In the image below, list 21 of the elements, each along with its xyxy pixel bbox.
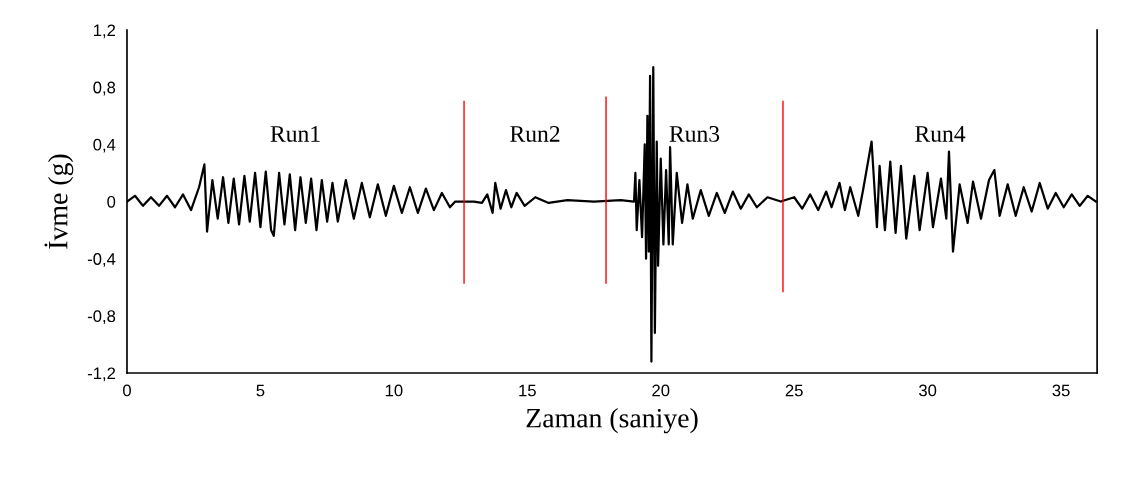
y-tick-label: 0 — [107, 195, 116, 208]
annotation: Run4 — [915, 126, 966, 142]
y-tick-label: 1,2 — [93, 24, 116, 39]
x-tick-label: 35 — [1052, 384, 1070, 397]
y-tick-label: -0,8 — [87, 310, 116, 325]
x-tick-label: 15 — [519, 384, 536, 397]
annotation: Run2 — [510, 126, 560, 142]
x-axis-title: Zaman (saniye) — [526, 407, 698, 434]
y-axis-title: İvme (g) — [44, 154, 74, 249]
x-tick-label: 0 — [123, 384, 131, 397]
y-tick-label: 0,8 — [93, 81, 116, 96]
y-tick-label: -1,2 — [87, 367, 116, 382]
x-tick-label: 20 — [652, 384, 670, 397]
x-tick-label: 30 — [918, 384, 937, 397]
y-tick-label: 0,4 — [93, 138, 116, 153]
x-tick-label: 25 — [785, 384, 803, 397]
x-tick-label: 10 — [385, 384, 403, 397]
y-tick-label: -0,4 — [87, 253, 116, 267]
annotation: Run3 — [669, 126, 720, 142]
annotation: Run1 — [270, 126, 320, 142]
x-tick-label: 5 — [256, 384, 265, 397]
